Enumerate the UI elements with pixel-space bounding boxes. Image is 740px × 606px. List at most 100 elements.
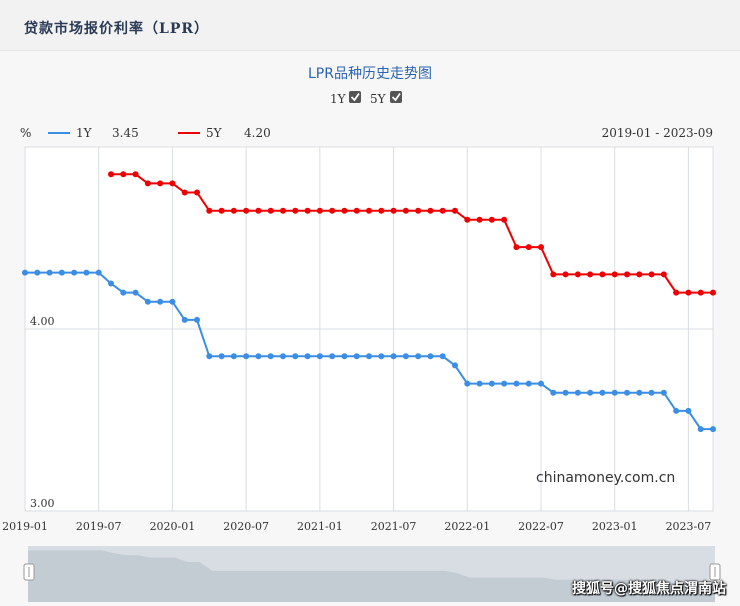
data-point-5y[interactable] (292, 207, 299, 214)
data-point-5y[interactable] (673, 289, 680, 296)
data-point-1y[interactable] (378, 353, 385, 360)
checkbox-1y[interactable] (349, 91, 361, 103)
data-point-5y[interactable] (390, 207, 397, 214)
data-point-1y[interactable] (538, 380, 544, 387)
data-point-5y[interactable] (513, 244, 520, 251)
data-point-1y[interactable] (501, 380, 508, 387)
data-point-1y[interactable] (169, 298, 176, 305)
data-point-1y[interactable] (562, 389, 569, 396)
data-point-5y[interactable] (169, 180, 176, 187)
data-point-5y[interactable] (538, 244, 544, 251)
data-point-5y[interactable] (378, 207, 385, 214)
data-point-1y[interactable] (648, 389, 655, 396)
data-point-5y[interactable] (243, 207, 250, 214)
data-point-5y[interactable] (439, 207, 446, 214)
checkbox-5y[interactable] (390, 91, 402, 103)
data-point-1y[interactable] (46, 269, 53, 276)
data-point-1y[interactable] (624, 389, 630, 396)
data-point-5y[interactable] (636, 271, 643, 278)
data-point-1y[interactable] (587, 389, 594, 396)
data-point-5y[interactable] (230, 207, 237, 214)
data-point-1y[interactable] (304, 353, 311, 360)
data-point-5y[interactable] (550, 271, 557, 278)
data-point-5y[interactable] (624, 271, 630, 278)
data-point-5y[interactable] (427, 207, 434, 214)
data-point-1y[interactable] (280, 353, 286, 360)
data-point-1y[interactable] (71, 269, 78, 276)
data-point-5y[interactable] (206, 207, 213, 214)
data-point-1y[interactable] (144, 298, 151, 305)
data-point-1y[interactable] (439, 353, 446, 360)
data-point-1y[interactable] (218, 353, 225, 360)
data-point-5y[interactable] (660, 271, 667, 278)
toggle-1y[interactable]: 1Y (330, 91, 361, 106)
data-point-1y[interactable] (132, 289, 139, 296)
data-point-1y[interactable] (390, 353, 397, 360)
data-point-5y[interactable] (144, 180, 151, 187)
data-point-1y[interactable] (243, 353, 250, 360)
legend-1y[interactable]: 1Y 3.45 (48, 126, 139, 140)
data-point-1y[interactable] (673, 407, 680, 414)
data-point-1y[interactable] (181, 316, 188, 323)
data-point-1y[interactable] (710, 426, 716, 433)
data-point-1y[interactable] (95, 269, 102, 276)
data-point-5y[interactable] (280, 207, 286, 214)
data-point-1y[interactable] (574, 389, 581, 396)
data-point-5y[interactable] (685, 289, 692, 296)
data-point-1y[interactable] (476, 380, 483, 387)
data-point-5y[interactable] (181, 189, 188, 196)
data-point-5y[interactable] (157, 180, 164, 187)
data-point-5y[interactable] (341, 207, 348, 214)
data-point-1y[interactable] (550, 389, 557, 396)
data-point-5y[interactable] (562, 271, 569, 278)
data-point-5y[interactable] (108, 171, 114, 178)
data-point-5y[interactable] (648, 271, 655, 278)
data-point-5y[interactable] (697, 289, 704, 296)
data-point-5y[interactable] (329, 207, 336, 214)
data-point-1y[interactable] (366, 353, 372, 360)
data-point-5y[interactable] (304, 207, 311, 214)
data-point-1y[interactable] (611, 389, 618, 396)
data-point-1y[interactable] (292, 353, 299, 360)
data-point-5y[interactable] (366, 207, 372, 214)
data-point-1y[interactable] (402, 353, 409, 360)
data-point-5y[interactable] (402, 207, 409, 214)
legend-5y[interactable]: 5Y 4.20 (178, 126, 271, 140)
data-point-1y[interactable] (636, 389, 643, 396)
data-point-5y[interactable] (587, 271, 594, 278)
data-point-5y[interactable] (267, 207, 274, 214)
data-point-1y[interactable] (206, 353, 213, 360)
data-point-5y[interactable] (255, 207, 262, 214)
data-point-1y[interactable] (34, 269, 41, 276)
data-point-1y[interactable] (464, 380, 471, 387)
data-point-1y[interactable] (255, 353, 262, 360)
data-point-1y[interactable] (599, 389, 606, 396)
data-point-1y[interactable] (488, 380, 495, 387)
data-point-1y[interactable] (660, 389, 667, 396)
data-point-5y[interactable] (525, 244, 532, 251)
toggle-5y[interactable]: 5Y (370, 91, 402, 106)
data-point-5y[interactable] (710, 289, 716, 296)
data-point-5y[interactable] (194, 189, 200, 196)
data-point-1y[interactable] (120, 289, 127, 296)
data-point-1y[interactable] (427, 353, 434, 360)
data-point-5y[interactable] (476, 216, 483, 223)
data-point-5y[interactable] (452, 207, 458, 214)
data-point-1y[interactable] (329, 353, 336, 360)
data-point-1y[interactable] (316, 353, 323, 360)
data-point-5y[interactable] (501, 216, 508, 223)
data-point-5y[interactable] (316, 207, 323, 214)
data-point-5y[interactable] (611, 271, 618, 278)
data-point-5y[interactable] (599, 271, 606, 278)
data-point-1y[interactable] (230, 353, 237, 360)
data-point-1y[interactable] (353, 353, 360, 360)
data-point-1y[interactable] (267, 353, 274, 360)
data-point-5y[interactable] (120, 171, 127, 178)
data-point-1y[interactable] (22, 269, 28, 276)
data-point-1y[interactable] (157, 298, 164, 305)
data-point-5y[interactable] (353, 207, 360, 214)
data-point-1y[interactable] (341, 353, 348, 360)
data-point-1y[interactable] (415, 353, 422, 360)
data-point-5y[interactable] (574, 271, 581, 278)
data-point-1y[interactable] (513, 380, 520, 387)
